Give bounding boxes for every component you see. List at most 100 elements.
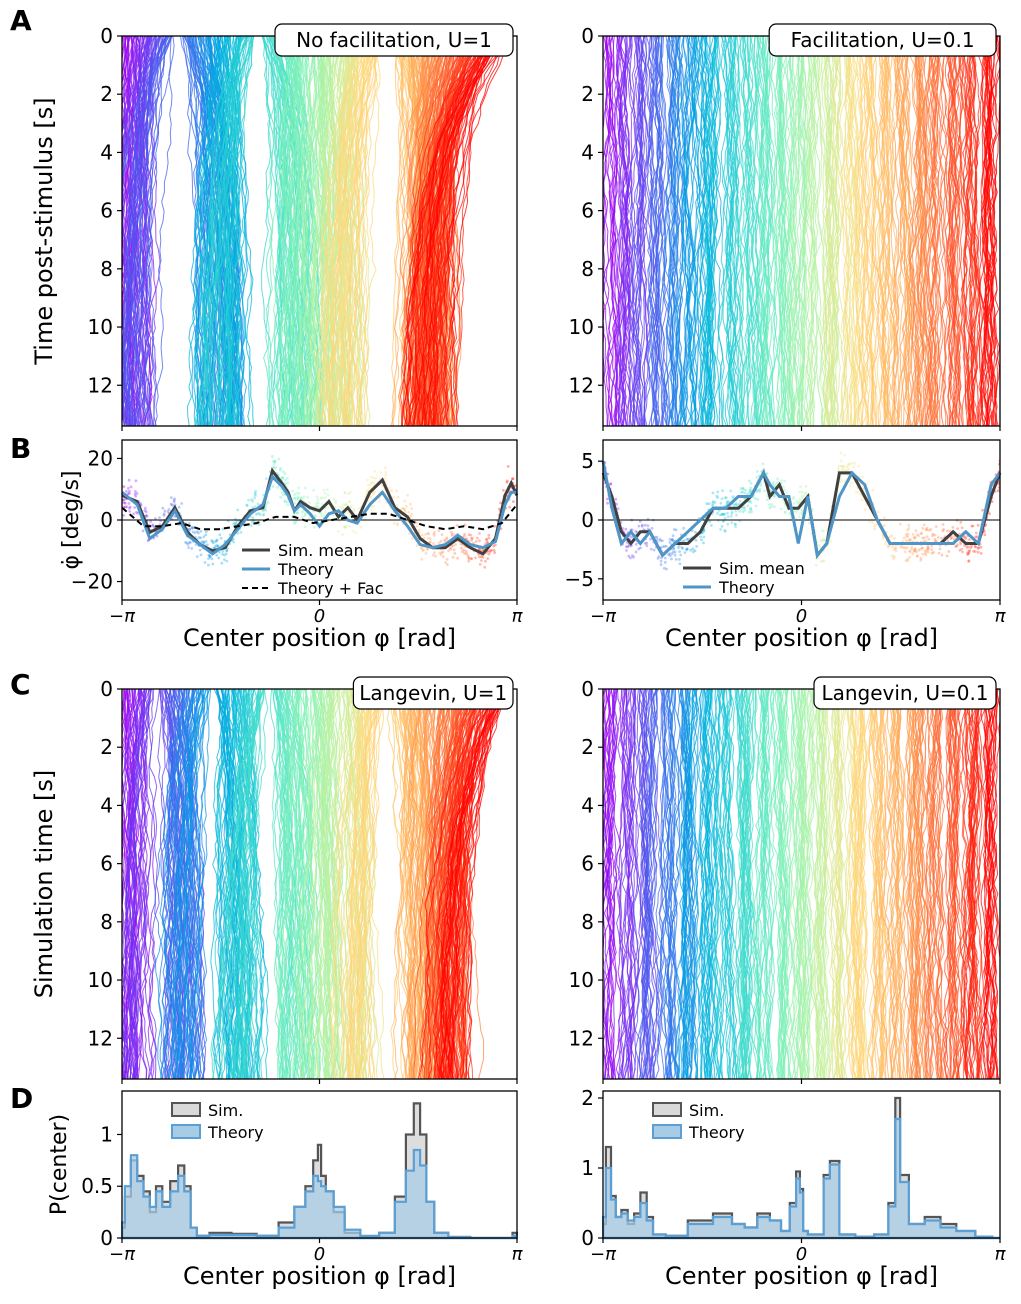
panel-a-right-trajectory bbox=[927, 36, 941, 426]
panel-b-right-scatter-point bbox=[649, 537, 652, 541]
panel-c-right-trajectory bbox=[827, 689, 846, 1079]
panel-b-left-scatter-point bbox=[207, 553, 211, 557]
panel-b-left-scatter-point bbox=[202, 540, 206, 544]
panel-a-right-trajectory bbox=[968, 36, 980, 426]
panel-b-right-scatter-point bbox=[702, 541, 705, 545]
panel-b-left-scatter-point bbox=[459, 546, 463, 550]
panel-b-left-scatter-point bbox=[300, 515, 304, 518]
panel-b-right-scatter-point bbox=[850, 481, 854, 485]
panel-b-left-scatter-point bbox=[445, 557, 449, 561]
panel-c-right-trajectory bbox=[662, 689, 677, 1079]
panel-b-right-scatter-point bbox=[702, 528, 706, 532]
panel-b-right-scatter-point bbox=[915, 554, 919, 558]
panel-c-right-trajectory bbox=[781, 689, 794, 1079]
panel-b-right-scatter-point bbox=[926, 547, 930, 550]
panel-c-right-trajectory bbox=[758, 689, 771, 1079]
panel-c-left-trajectory bbox=[122, 689, 146, 877]
panel-b-right-scatter-point bbox=[915, 550, 918, 554]
panel-d-left-xtick-label: 0 bbox=[314, 1244, 325, 1265]
panel-a-right-trajectory bbox=[854, 36, 871, 426]
panel-c-left-trajectory bbox=[456, 689, 482, 1079]
panel-c-right-trajectory bbox=[886, 689, 902, 1079]
panel-c-right-trajectory bbox=[740, 689, 755, 1079]
panel-a-right-trajectory bbox=[910, 36, 925, 426]
panel-b-left-scatter-point bbox=[319, 514, 323, 518]
panel-b-left-scatter-point bbox=[134, 494, 138, 498]
panel-c-right-trajectory bbox=[941, 689, 960, 1079]
panel-b-right-scatter-point bbox=[890, 534, 894, 538]
panel-b-left-scatter-point bbox=[127, 489, 131, 493]
panel-b-left-scatter-point bbox=[296, 497, 300, 500]
panel-a-right-trajectory bbox=[842, 36, 856, 426]
panel-b-left-scatter-point bbox=[151, 523, 155, 527]
panel-c-left-trajectory bbox=[279, 689, 300, 1079]
panel-b-left-scatter-point bbox=[493, 551, 497, 555]
panel-b-right-scatter-point bbox=[792, 502, 796, 505]
panel-a-left-trajectory bbox=[299, 36, 332, 426]
panel-b-right-scatter-point bbox=[694, 539, 698, 542]
panel-b-left-scatter-point bbox=[129, 485, 133, 489]
panel-b-left-scatter-point bbox=[452, 548, 456, 552]
panel-b-left-scatter-point bbox=[467, 557, 471, 560]
panel-a-left-trajectory bbox=[223, 36, 253, 426]
panel-c-right-trajectory bbox=[617, 689, 633, 1079]
panel-b-left-scatter-point bbox=[254, 489, 258, 493]
panel-b-left-scatter-point bbox=[478, 539, 481, 543]
panel-a-right-trajectory bbox=[840, 36, 851, 426]
panel-a-right-trajectory bbox=[858, 36, 874, 426]
panel-b-right-scatter-point bbox=[626, 545, 629, 549]
panel-c-right-trajectory bbox=[851, 689, 868, 1079]
panel-b-left-scatter-point bbox=[313, 514, 317, 517]
panel-b-right-scatter-point bbox=[954, 544, 958, 548]
panel-a-left-trajectory bbox=[449, 36, 511, 426]
panel-b-right-scatter-point bbox=[902, 546, 906, 549]
panel-b-right-scatter-point bbox=[740, 491, 743, 494]
panel-b-left-scatter-point bbox=[286, 500, 289, 504]
panel-b-left-scatter-point bbox=[191, 530, 195, 534]
panel-b-left-scatter-point bbox=[374, 476, 377, 480]
panel-b-left-scatter-point bbox=[417, 528, 421, 532]
panel-a-right-trajectory bbox=[961, 36, 974, 426]
panel-a-right-trajectory bbox=[893, 36, 906, 426]
panel-c-right-trajectory bbox=[839, 689, 854, 1079]
panel-c-left-trajectory bbox=[242, 689, 265, 1079]
panel-b-right-scatter-point bbox=[930, 551, 934, 555]
panel-b-left-scatter-point bbox=[441, 550, 445, 554]
panel-a-right-trajectory bbox=[671, 36, 679, 426]
panel-a-right-trajectory bbox=[825, 36, 839, 426]
panel-b-right-scatter-point bbox=[815, 557, 818, 561]
panel-b-right-scatter-point bbox=[716, 511, 719, 515]
panel-b-left-scatter-point bbox=[127, 478, 131, 482]
panel-c-right-trajectory bbox=[757, 689, 771, 1079]
panel-b-right-scatter-point bbox=[967, 538, 971, 541]
panel-b-right-scatter-point bbox=[758, 487, 762, 491]
panel-b-right-scatter-point bbox=[964, 537, 967, 540]
panel-b-right-scatter-point bbox=[659, 563, 663, 567]
panel-c-right-trajectory bbox=[816, 689, 829, 1079]
panel-b-right-scatter-point bbox=[726, 500, 729, 504]
panel-b-right-scatter-point bbox=[938, 547, 942, 551]
panel-b-left-scatter-point bbox=[256, 512, 259, 516]
panel-b-left-scatter-point bbox=[198, 548, 202, 552]
panel-b-left-scatter-point bbox=[204, 540, 208, 543]
panel-b-right-scatter-point bbox=[668, 538, 672, 541]
panel-a-left-trajectory bbox=[356, 36, 381, 426]
panel-b-left-scatter-point bbox=[249, 524, 253, 528]
panel-b-right-scatter-point bbox=[788, 512, 791, 516]
panel-c-right-trajectory bbox=[750, 689, 771, 1079]
panel-b-right-scatter-point bbox=[637, 547, 641, 551]
panel-b-left-scatter-point bbox=[251, 506, 255, 509]
panel-b-right-scatter-point bbox=[919, 547, 922, 551]
panel-c-right-trajectory bbox=[732, 689, 754, 1079]
panel-b-left-scatter-point bbox=[296, 495, 300, 498]
panel-c-right-trajectory bbox=[932, 689, 945, 1079]
panel-b-left-scatter-point bbox=[421, 548, 425, 551]
panel-b-right-scatter-point bbox=[730, 512, 734, 515]
panel-b-right-scatter-point bbox=[872, 524, 876, 528]
panel-b-left-scatter-point bbox=[497, 507, 501, 511]
panel-b-right-scatter-point bbox=[792, 495, 796, 499]
panel-c-right-trajectory bbox=[677, 689, 694, 1079]
panel-b-left-scatter-point bbox=[184, 541, 188, 544]
panel-c-left-trajectory bbox=[421, 689, 436, 1079]
panel-c-left-trajectory bbox=[424, 689, 499, 1079]
